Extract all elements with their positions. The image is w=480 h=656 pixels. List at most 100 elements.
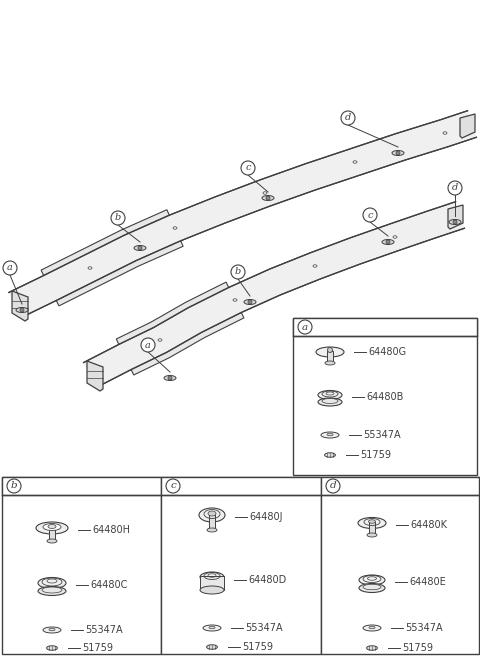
Ellipse shape xyxy=(200,572,224,582)
Ellipse shape xyxy=(363,625,381,631)
Bar xyxy=(49,527,55,541)
Ellipse shape xyxy=(199,508,225,522)
Bar xyxy=(327,351,333,363)
Text: a: a xyxy=(145,340,151,350)
Ellipse shape xyxy=(369,520,375,523)
Text: a: a xyxy=(7,264,13,272)
Text: 55347A: 55347A xyxy=(85,625,122,635)
Circle shape xyxy=(386,240,390,244)
Circle shape xyxy=(231,265,245,279)
Ellipse shape xyxy=(327,433,333,436)
Text: 64480H: 64480H xyxy=(92,525,130,535)
Ellipse shape xyxy=(367,533,377,537)
Text: 51759: 51759 xyxy=(402,643,433,653)
Text: 51759: 51759 xyxy=(360,450,391,460)
Circle shape xyxy=(241,161,255,175)
Circle shape xyxy=(111,211,125,225)
Ellipse shape xyxy=(38,586,66,596)
Ellipse shape xyxy=(200,586,224,594)
Circle shape xyxy=(138,246,142,250)
Text: c: c xyxy=(170,482,176,491)
Bar xyxy=(161,477,321,654)
Ellipse shape xyxy=(392,150,404,155)
Circle shape xyxy=(266,196,270,200)
Text: d: d xyxy=(345,113,351,123)
Ellipse shape xyxy=(48,525,56,529)
Ellipse shape xyxy=(359,575,385,585)
Text: b: b xyxy=(11,482,17,491)
Circle shape xyxy=(448,181,462,195)
Circle shape xyxy=(3,261,17,275)
Ellipse shape xyxy=(209,626,215,628)
Circle shape xyxy=(453,220,457,224)
Ellipse shape xyxy=(316,347,344,357)
Polygon shape xyxy=(460,114,475,138)
Ellipse shape xyxy=(359,583,385,592)
Text: 64480J: 64480J xyxy=(249,512,283,522)
Ellipse shape xyxy=(367,646,377,650)
Ellipse shape xyxy=(164,375,176,380)
Ellipse shape xyxy=(262,195,274,201)
Text: 51759: 51759 xyxy=(82,643,113,653)
Polygon shape xyxy=(84,201,465,388)
Bar xyxy=(209,514,215,530)
Ellipse shape xyxy=(369,626,375,628)
Ellipse shape xyxy=(325,361,335,365)
Text: 55347A: 55347A xyxy=(245,623,283,633)
Ellipse shape xyxy=(207,528,217,532)
Text: b: b xyxy=(115,213,121,222)
Circle shape xyxy=(298,320,312,334)
Ellipse shape xyxy=(382,239,394,245)
Polygon shape xyxy=(9,111,477,318)
Ellipse shape xyxy=(324,453,336,457)
Ellipse shape xyxy=(49,628,55,631)
Polygon shape xyxy=(41,210,183,306)
Bar xyxy=(161,477,321,495)
Text: 51759: 51759 xyxy=(242,642,273,652)
Circle shape xyxy=(166,479,180,493)
Polygon shape xyxy=(84,201,465,388)
Ellipse shape xyxy=(43,627,61,633)
Polygon shape xyxy=(12,291,28,321)
Ellipse shape xyxy=(36,522,68,534)
Circle shape xyxy=(20,308,24,312)
Bar xyxy=(200,576,224,590)
Bar xyxy=(369,522,375,535)
Text: 55347A: 55347A xyxy=(363,430,401,440)
Ellipse shape xyxy=(134,245,146,251)
Bar xyxy=(2,477,161,495)
Circle shape xyxy=(326,479,340,493)
Ellipse shape xyxy=(208,511,216,516)
Text: b: b xyxy=(235,268,241,276)
Ellipse shape xyxy=(38,577,66,588)
Text: 64480G: 64480G xyxy=(368,347,406,357)
Ellipse shape xyxy=(318,398,342,406)
Bar xyxy=(2,477,161,654)
Text: 64480D: 64480D xyxy=(248,575,286,585)
Ellipse shape xyxy=(358,518,386,529)
Circle shape xyxy=(7,479,21,493)
Polygon shape xyxy=(448,205,463,229)
Circle shape xyxy=(141,338,155,352)
Ellipse shape xyxy=(244,300,256,304)
Ellipse shape xyxy=(203,625,221,631)
Text: 55347A: 55347A xyxy=(405,623,443,633)
Text: c: c xyxy=(245,163,251,173)
Text: 64480B: 64480B xyxy=(366,392,403,402)
Bar xyxy=(293,318,477,336)
Ellipse shape xyxy=(47,539,57,543)
Polygon shape xyxy=(9,111,477,318)
Ellipse shape xyxy=(16,308,28,312)
Ellipse shape xyxy=(318,390,342,400)
Polygon shape xyxy=(116,282,244,375)
Text: d: d xyxy=(452,184,458,192)
Ellipse shape xyxy=(321,432,339,438)
Circle shape xyxy=(168,376,172,380)
Circle shape xyxy=(363,208,377,222)
Text: d: d xyxy=(330,482,336,491)
Ellipse shape xyxy=(449,220,461,224)
Text: a: a xyxy=(302,323,308,331)
Text: 64480E: 64480E xyxy=(409,577,446,587)
Circle shape xyxy=(327,348,333,352)
Text: c: c xyxy=(367,211,373,220)
